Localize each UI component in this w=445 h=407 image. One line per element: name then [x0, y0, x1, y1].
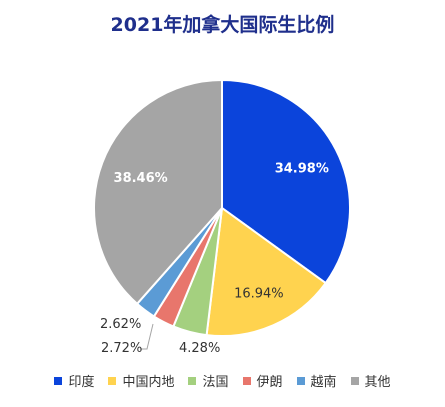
legend-item-越南: 越南	[296, 371, 337, 390]
pie-chart: 34.98% 16.94% 4.28% 2.72% 2.62% 38.46%	[93, 78, 351, 356]
slice-label-中国内地: 16.94%	[234, 286, 284, 301]
legend-item-伊朗: 伊朗	[242, 371, 283, 390]
legend-label: 印度	[68, 375, 95, 390]
slice-label-法国: 4.28%	[179, 341, 220, 356]
pie-slice-中国内地	[205, 206, 328, 337]
legend-label: 伊朗	[256, 375, 283, 390]
chart-title: 2021年加拿大国际生比例	[110, 14, 335, 36]
slice-label-越南: 2.62%	[100, 317, 141, 332]
leader-line-伊朗	[140, 323, 154, 350]
legend-label: 越南	[310, 375, 337, 390]
legend-swatch	[242, 376, 251, 385]
legend-item-法国: 法国	[188, 371, 229, 390]
legend-swatch	[54, 376, 63, 385]
pie-slice-其他	[93, 78, 223, 306]
legend-item-印度: 印度	[54, 371, 94, 390]
legend-item-中国内地: 中国内地	[108, 371, 174, 390]
legend-label: 法国	[202, 375, 229, 390]
slice-label-印度: 34.98%	[275, 161, 329, 176]
legend-label: 中国内地	[122, 375, 175, 390]
legend-swatch	[108, 376, 117, 385]
legend: 印度 中国内地 法国 伊朗 越南 其他	[0, 371, 445, 390]
legend-swatch	[296, 376, 305, 385]
slice-label-其他: 38.46%	[114, 171, 168, 186]
legend-label: 其他	[364, 375, 391, 390]
legend-swatch	[188, 376, 197, 385]
legend-item-其他: 其他	[350, 371, 391, 390]
legend-swatch	[350, 376, 359, 385]
pie-slice-印度	[221, 78, 351, 285]
slice-label-伊朗: 2.72%	[101, 341, 142, 356]
